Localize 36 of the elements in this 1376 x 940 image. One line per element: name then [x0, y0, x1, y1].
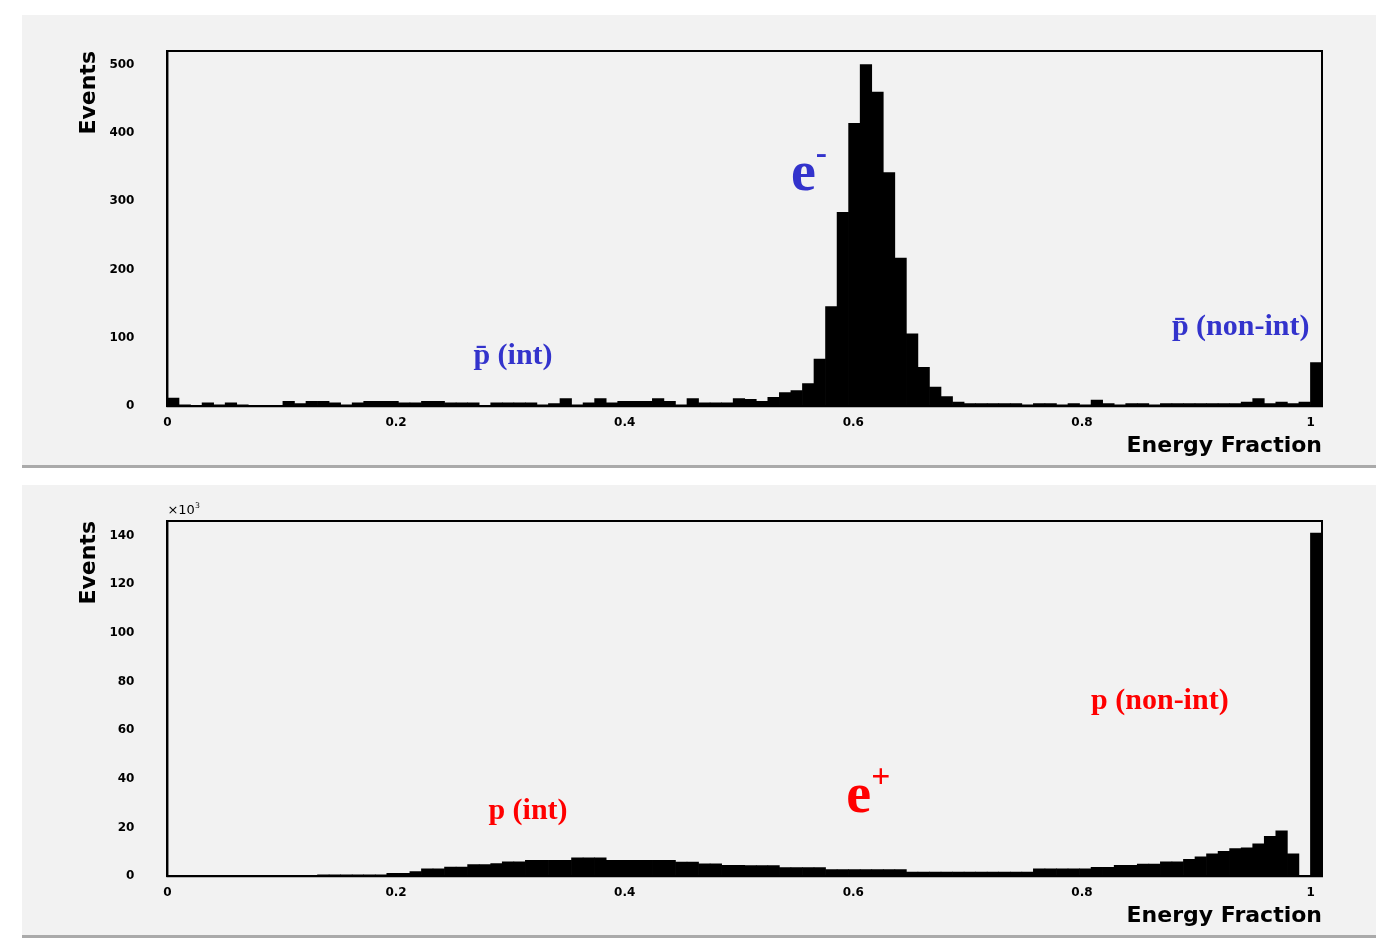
x-tick-label: 0.6 — [842, 884, 864, 899]
annotation: e- — [790, 134, 827, 202]
x-tick-label: 0.4 — [614, 884, 636, 899]
y-tick-label: 100 — [109, 330, 135, 345]
y-tick-label: 20 — [117, 819, 135, 834]
x-tick-label: 0.6 — [842, 414, 864, 429]
x-tick-label: 0.2 — [385, 414, 407, 429]
y-axis-title: Events — [74, 51, 100, 135]
annotation: p (non-int) — [1091, 682, 1229, 717]
y-tick-label: 500 — [109, 56, 135, 71]
y-tick-label: 200 — [109, 261, 135, 276]
x-tick-label: 0.2 — [385, 884, 407, 899]
x-tick-label: 1 — [1306, 884, 1315, 899]
x-tick-label: 0.8 — [1071, 414, 1093, 429]
y-tick-label: 300 — [109, 193, 135, 208]
y-tick-label: 140 — [109, 527, 135, 542]
x-tick-label: 0 — [163, 884, 172, 899]
annotation: e+ — [846, 757, 891, 825]
x-tick-label: 1 — [1306, 414, 1315, 429]
annotation: p̄ (int) — [473, 336, 553, 371]
x-tick-label: 0.8 — [1071, 884, 1093, 899]
x-tick-label: 0.4 — [614, 414, 636, 429]
y-tick-label: 100 — [109, 625, 135, 640]
x-axis-title: Energy Fraction — [1126, 431, 1322, 457]
y-tick-label: 80 — [117, 673, 135, 688]
y-tick-label: 0 — [126, 868, 135, 883]
y-tick-label: 0 — [126, 398, 135, 413]
x-axis-title: Energy Fraction — [1126, 901, 1322, 927]
y-tick-label: 400 — [109, 125, 135, 140]
annotation: p (int) — [488, 792, 568, 827]
x-tick-label: 0 — [163, 414, 172, 429]
annotation: p̄ (non-int) — [1171, 308, 1310, 343]
y-tick-label: 60 — [117, 722, 135, 737]
y-axis-title: Events — [74, 521, 100, 605]
y-tick-label: 120 — [109, 576, 135, 591]
y-tick-label: 40 — [117, 771, 135, 786]
